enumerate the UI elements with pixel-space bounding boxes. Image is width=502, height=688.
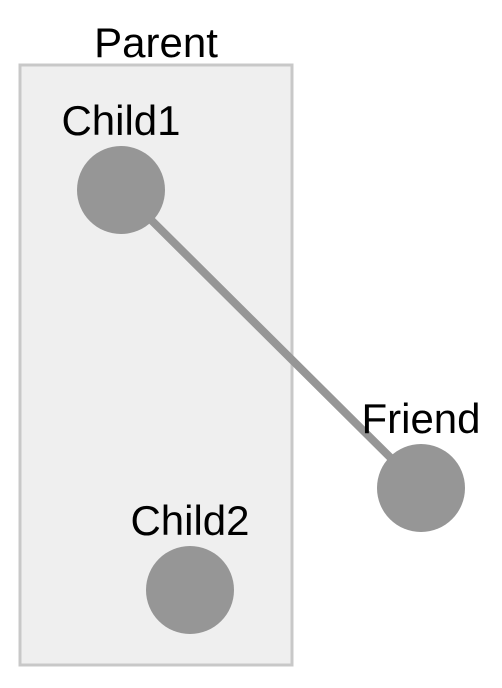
node-child1-label: Child1 [61, 97, 180, 144]
node-child2-label: Child2 [130, 497, 249, 544]
node-child2-circle [146, 546, 234, 634]
node-child1-circle [77, 146, 165, 234]
node-child2: Child2 [130, 497, 250, 634]
edge-child1-friend [117, 186, 425, 492]
node-friend-circle [377, 444, 465, 532]
node-friend: Friend [361, 395, 481, 532]
node-child1: Child1 [61, 97, 181, 234]
parent-label: Parent [94, 19, 218, 66]
node-friend-label: Friend [361, 395, 480, 442]
